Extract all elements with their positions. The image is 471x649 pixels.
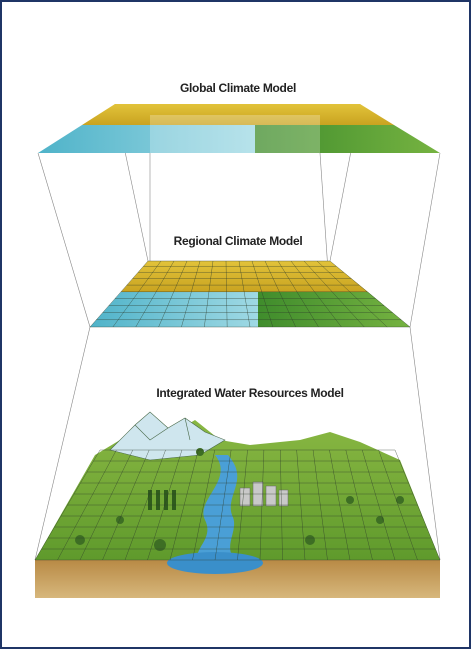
- terrain-grid: [34, 449, 441, 561]
- terrain: [35, 411, 440, 598]
- global-plane: [38, 104, 440, 153]
- regional-plane: [89, 260, 411, 328]
- layer-label: Global Climate Model: [180, 81, 296, 95]
- layer-label: Regional Climate Model: [174, 234, 303, 248]
- layer-label: Integrated Water Resources Model: [156, 386, 343, 400]
